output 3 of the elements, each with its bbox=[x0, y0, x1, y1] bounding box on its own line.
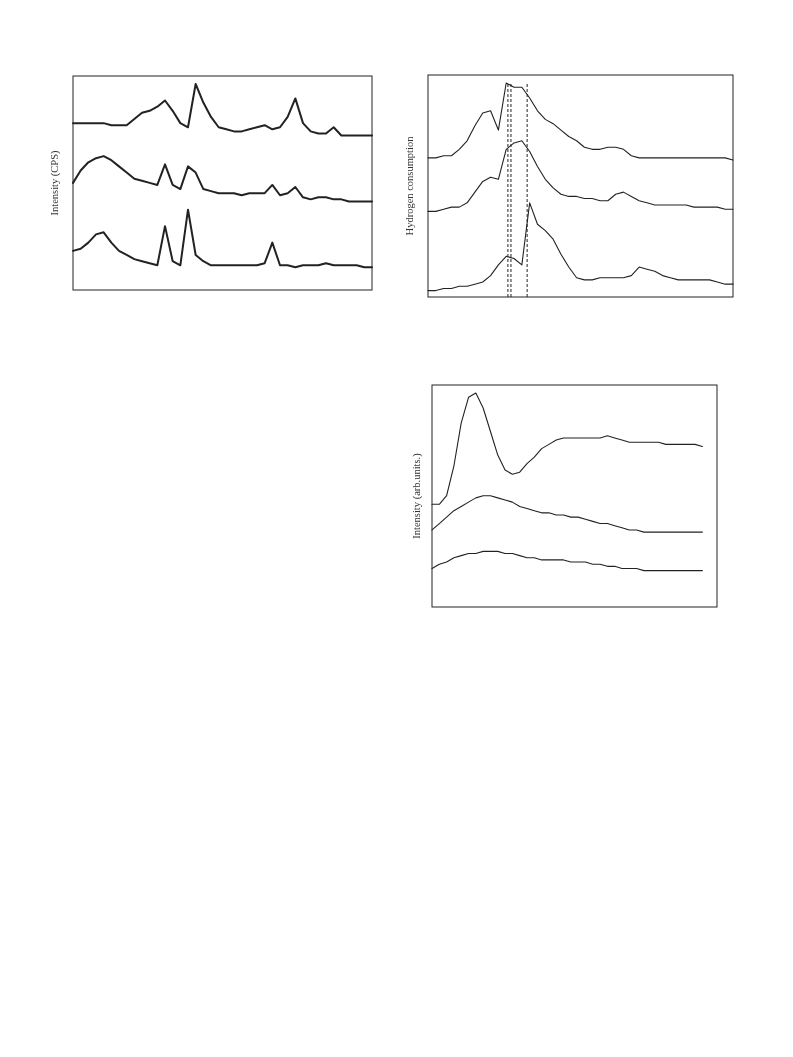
y-axis-title: Intensity (arb.units.) bbox=[411, 452, 423, 539]
y-axis-title: Intensity (CPS) bbox=[49, 149, 61, 216]
y-axis-title: Hydrogen consumption bbox=[404, 135, 415, 236]
